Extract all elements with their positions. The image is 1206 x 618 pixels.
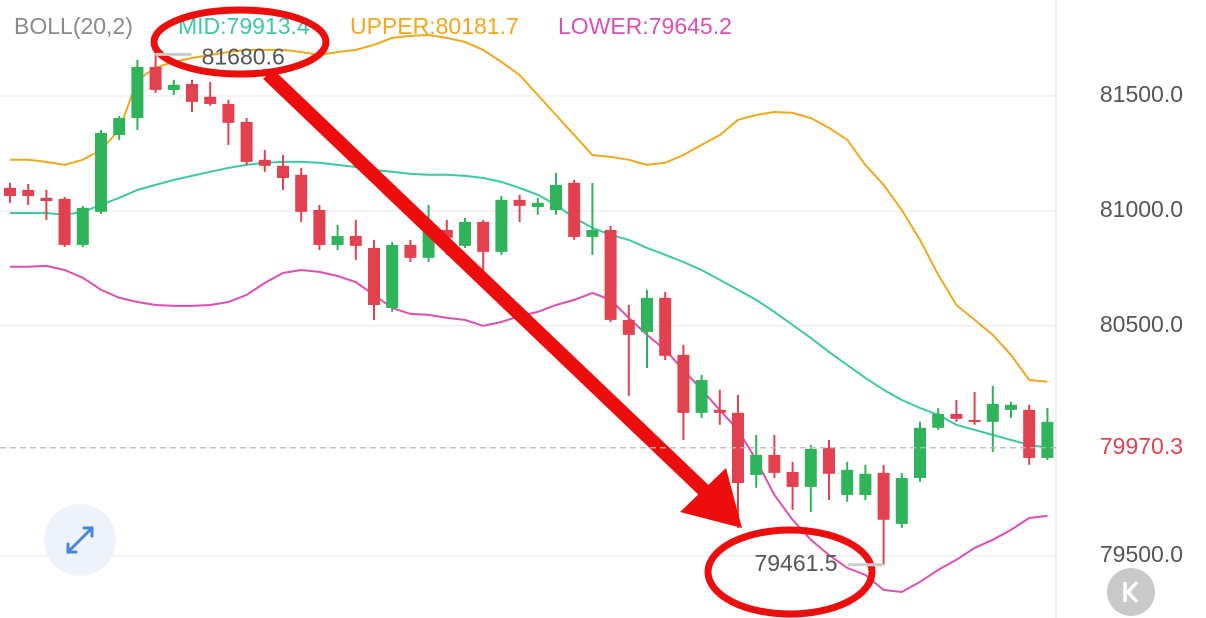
candle-body: [513, 199, 526, 206]
candle-body: [586, 229, 599, 237]
y-tick-label: 79500.0: [1100, 541, 1183, 567]
last-price-box: [1060, 427, 1206, 468]
candle-body: [440, 229, 453, 238]
candle-body: [495, 199, 508, 252]
candle-body: [368, 247, 380, 305]
candle-body: [349, 235, 362, 246]
candle-body: [732, 412, 744, 483]
band-line: [10, 33, 1048, 383]
candle-body: [677, 354, 690, 413]
candle-body: [695, 379, 708, 413]
candle-body: [240, 121, 253, 162]
y-tick-label: 80500.0: [1100, 311, 1183, 337]
candle-body: [550, 184, 562, 210]
candle-body: [295, 174, 308, 212]
plot-area: [0, 33, 1056, 594]
min-label: 79461.5: [754, 550, 837, 576]
candle-body: [404, 244, 417, 258]
candle-body: [786, 471, 799, 487]
candle-body: [95, 132, 107, 212]
candle-body: [149, 66, 162, 90]
candle-body: [4, 187, 16, 196]
candle-body: [459, 221, 471, 246]
highlight-ellipse: [150, 6, 330, 78]
candle-body: [277, 165, 289, 179]
candle-body: [76, 207, 89, 245]
expand-button[interactable]: [44, 504, 116, 576]
candle-body: [914, 427, 926, 478]
candle-body: [641, 297, 653, 332]
candle-body: [804, 448, 817, 487]
candle-body: [950, 413, 963, 419]
candle-body: [1041, 421, 1054, 458]
candle-body: [859, 473, 872, 495]
candle-body: [186, 83, 198, 102]
scroll-latest-button[interactable]: [1107, 568, 1155, 616]
candle-body: [386, 244, 399, 308]
candle-body: [313, 209, 326, 245]
legend-entry: LOWER:79645.2: [558, 13, 732, 39]
candle-body: [477, 221, 490, 252]
candle-body: [331, 235, 344, 245]
last-price-label: 79970.3: [1100, 433, 1183, 459]
band-line: [10, 160, 1048, 449]
candle-body: [113, 117, 126, 136]
candle-body: [167, 84, 180, 90]
candle-body: [40, 197, 53, 202]
candle-body: [841, 469, 854, 495]
candle-body: [768, 454, 781, 473]
candle-body: [531, 202, 544, 207]
candle-body: [1005, 404, 1017, 410]
candle-body: [131, 66, 144, 118]
candle-body: [877, 472, 890, 520]
candle-body: [258, 159, 271, 166]
max-label: 81680.6: [202, 43, 285, 69]
legend-entry: UPPER:80181.7: [350, 13, 519, 39]
candle-body: [58, 198, 71, 245]
candle-body: [222, 103, 235, 123]
y-tick-label: 81500.0: [1100, 81, 1183, 107]
highlight-ellipse: [704, 526, 876, 618]
candle-body: [713, 409, 726, 413]
candle-body: [659, 297, 672, 356]
arrow-head: [680, 468, 742, 528]
candle-body: [1023, 409, 1036, 458]
candle-body: [823, 447, 835, 474]
annotation: [150, 6, 876, 618]
candle-body: [22, 189, 35, 196]
y-tick-label: 81000.0: [1100, 196, 1183, 222]
candle-body: [750, 454, 763, 475]
candle-body: [622, 319, 635, 335]
candle-body: [968, 419, 981, 422]
indicator-name: BOLL(20,2): [14, 13, 133, 39]
candle-body: [604, 229, 617, 320]
arrow-shaft: [263, 68, 717, 504]
candle-body: [986, 403, 999, 422]
candle-body: [932, 413, 945, 428]
candle-body: [895, 477, 908, 524]
candle-body: [568, 182, 581, 237]
candle-body: [204, 96, 217, 104]
